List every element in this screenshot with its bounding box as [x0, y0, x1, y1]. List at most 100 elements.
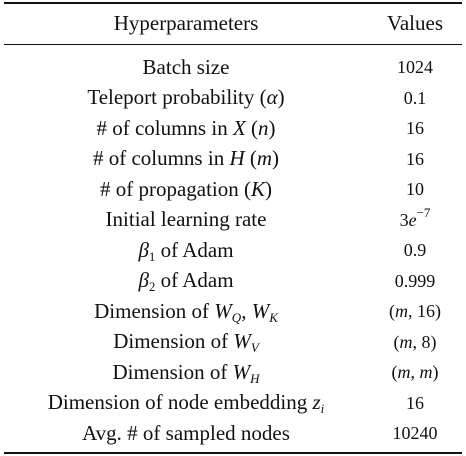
text-fragment: 10240	[392, 423, 438, 443]
text-fragment: )	[272, 146, 280, 170]
text-fragment: Batch size	[142, 54, 230, 79]
text-fragment: 16	[406, 118, 424, 138]
hyperparameter-name: Dimension of node embedding zi	[4, 390, 368, 416]
text-fragment: ,	[241, 298, 252, 323]
text-fragment: )	[268, 115, 276, 140]
text-fragment: W	[233, 329, 251, 353]
table-row: Initial learning rate 3e−7	[4, 206, 462, 234]
text-fragment: W	[214, 298, 232, 323]
hyperparameter-name: # of columns in X (n)	[4, 115, 368, 140]
text-fragment: m	[256, 146, 273, 170]
table-row: # of columns in H (m) 16	[4, 145, 462, 173]
text-fragment: )	[277, 85, 285, 109]
text-fragment: (	[389, 301, 395, 321]
hyperparameter-value: 3e−7	[368, 206, 462, 230]
header-hyperparameters: Hyperparameters	[113, 10, 259, 35]
text-fragment: Initial learning rate	[105, 207, 267, 231]
text-fragment: Dimension of	[112, 359, 233, 384]
text-fragment: m	[397, 362, 411, 382]
text-fragment: )	[432, 362, 439, 382]
text-fragment: 10	[406, 179, 424, 199]
table-row: β2 of Adam 0.999	[4, 267, 462, 295]
hyperparameter-name: Dimension of WV	[4, 329, 368, 355]
table-row: # of columns in X (n) 16	[4, 114, 462, 142]
hyperparameter-value: 1024	[368, 58, 462, 76]
text-fragment: # of propagation (	[99, 176, 252, 201]
table-row: β1 of Adam 0.9	[4, 236, 462, 264]
table-row: Dimension of node embedding zi 16	[4, 389, 462, 417]
text-fragment: Dimension of node embedding	[47, 390, 313, 414]
text-fragment: Teleport probability (	[87, 85, 267, 109]
text-fragment: β	[138, 237, 149, 262]
hyperparameter-value: (m, 8)	[368, 333, 462, 351]
hyperparameter-name: β1 of Adam	[4, 237, 368, 263]
text-fragment: z	[312, 390, 321, 414]
text-fragment: 16	[406, 392, 424, 413]
text-fragment: 1024	[397, 57, 433, 77]
hyperparameter-name: # of columns in H (m)	[4, 148, 368, 169]
text-fragment: n	[258, 115, 269, 140]
hyperparameter-value: 0.9	[368, 241, 462, 259]
text-fragment: H	[250, 370, 260, 386]
table-header-row: Hyperparameters Values	[4, 9, 462, 37]
table-row: Dimension of WV (m, 8)	[4, 328, 462, 356]
text-fragment: (	[393, 331, 400, 352]
hyperparameter-value: 0.1	[368, 89, 462, 107]
hyperparameter-name: Batch size	[4, 54, 368, 79]
hyperparameter-value: 16	[368, 394, 462, 412]
text-fragment: of Adam	[155, 268, 234, 292]
text-fragment: 0.1	[403, 87, 427, 108]
text-fragment: 3	[399, 209, 409, 230]
table-bottom-rule	[4, 452, 462, 454]
text-fragment: m	[395, 301, 408, 321]
text-fragment: (	[391, 362, 398, 382]
text-fragment: 0.999	[394, 270, 436, 291]
text-fragment: W	[232, 359, 251, 384]
table-top-rule	[4, 2, 462, 4]
text-fragment: i	[320, 401, 325, 416]
table-row: # of propagation (K) 10	[4, 175, 462, 203]
table-row: Dimension of WH (m, m)	[4, 358, 462, 386]
text-fragment: −7	[416, 204, 431, 220]
text-fragment: V	[250, 340, 259, 355]
hyperparameter-name: β2 of Adam	[4, 268, 368, 294]
hyperparameter-name: Initial learning rate	[4, 209, 368, 230]
text-fragment: # of columns in	[96, 115, 233, 140]
text-fragment: Dimension of	[94, 298, 215, 323]
header-values: Values	[387, 10, 443, 35]
text-fragment: (	[245, 115, 259, 140]
text-fragment: 0.9	[403, 240, 427, 260]
text-fragment: K	[269, 309, 278, 325]
hyperparameter-name: Teleport probability (α)	[4, 87, 368, 108]
table-row: Batch size 1024	[4, 53, 462, 81]
text-fragment: , 8)	[412, 331, 437, 352]
text-fragment: 2	[148, 279, 156, 294]
text-fragment: H	[229, 146, 245, 170]
text-fragment: K	[251, 176, 266, 201]
text-fragment: )	[265, 176, 273, 201]
text-fragment: β	[138, 268, 149, 292]
hyperparameter-value: (m, m)	[368, 363, 462, 381]
hyperparameter-value: 10	[368, 180, 462, 198]
text-fragment: e	[408, 209, 417, 230]
text-fragment: Avg. # of sampled nodes	[82, 420, 290, 445]
hyperparameter-value: 10240	[368, 424, 462, 442]
text-fragment: 16	[406, 148, 424, 169]
text-fragment: X	[232, 115, 246, 140]
table-header-rule	[4, 44, 462, 45]
table-row: Teleport probability (α) 0.1	[4, 84, 462, 112]
hyperparameter-value: 0.999	[368, 272, 462, 290]
text-fragment: ,	[410, 362, 420, 382]
text-fragment: , 16)	[408, 301, 441, 321]
table-row: Dimension of WQ, WK (m, 16)	[4, 297, 462, 325]
text-fragment: # of columns in	[92, 146, 230, 170]
hyperparameter-name: Dimension of WQ, WK	[4, 298, 368, 325]
text-fragment: m	[399, 331, 413, 352]
hyperparameter-value: 16	[368, 119, 462, 137]
text-fragment: (	[244, 146, 257, 170]
hyperparameter-value: 16	[368, 150, 462, 168]
text-fragment: Dimension of	[113, 329, 234, 353]
text-fragment: Q	[231, 309, 242, 325]
text-fragment: W	[251, 298, 270, 323]
